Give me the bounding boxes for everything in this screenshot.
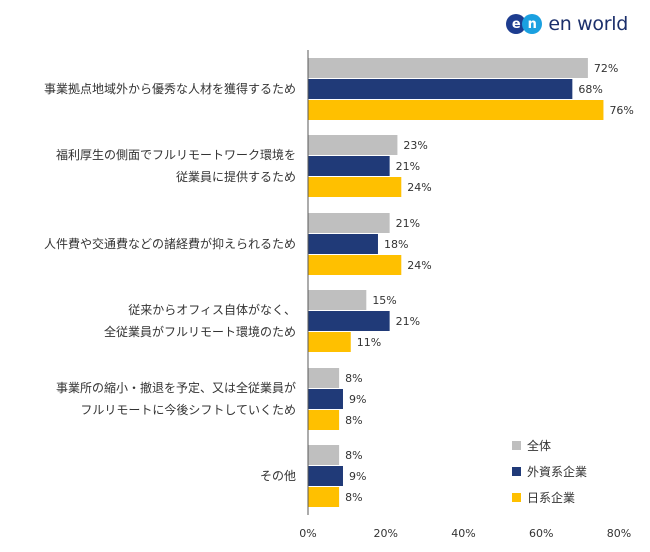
bar-value-label: 11%: [357, 336, 381, 349]
bar-value-label: 9%: [349, 393, 366, 406]
bar-value-label: 21%: [396, 217, 420, 230]
bar: [308, 255, 402, 275]
logo-letter-n: n: [522, 14, 543, 34]
bar: [308, 332, 351, 352]
en-world-logo: e n en world: [506, 10, 628, 38]
bar-value-label: 8%: [345, 414, 362, 427]
x-tick-label: 0%: [299, 527, 316, 540]
bar: [308, 487, 340, 507]
legend-label: 外資系企業: [527, 464, 587, 479]
bar: [308, 79, 573, 99]
bar-value-label: 68%: [578, 83, 602, 96]
bar-value-label: 24%: [407, 181, 431, 194]
bar-value-label: 21%: [396, 160, 420, 173]
bar-value-label: 21%: [396, 315, 420, 328]
logo-letter-e: e: [506, 14, 527, 34]
category-label: 事業所の縮小・撤退を予定、又は全従業員が: [56, 380, 296, 395]
bar: [308, 311, 390, 331]
category-label: 福利厚生の側面でフルリモートワーク環境を: [56, 147, 296, 162]
bar-value-label: 24%: [407, 259, 431, 272]
x-tick-label: 80%: [607, 527, 631, 540]
category-label: 人件費や交通費などの諸経費が抑えられるため: [44, 236, 296, 251]
category-label: フルリモートに今後シフトしていくため: [80, 402, 296, 417]
bar-value-label: 72%: [594, 62, 618, 75]
bar-value-label: 18%: [384, 238, 408, 251]
category-label: 従来からオフィス自体がなく、: [128, 302, 296, 317]
en-logo-mark: e n: [506, 12, 546, 36]
category-label: 従業員に提供するため: [176, 169, 296, 184]
bar: [308, 389, 343, 409]
bar: [308, 290, 367, 310]
bar: [308, 368, 340, 388]
bar: [308, 445, 340, 465]
bar: [308, 156, 390, 176]
bar: [308, 234, 378, 254]
bar: [308, 58, 588, 78]
bar-value-label: 8%: [345, 372, 362, 385]
x-tick-label: 40%: [451, 527, 475, 540]
bar-value-label: 15%: [372, 294, 396, 307]
category-label: その他: [260, 469, 296, 483]
category-label: 事業拠点地域外から優秀な人材を獲得するため: [44, 81, 296, 96]
bar: [308, 410, 340, 430]
logo-wordmark: en world: [548, 13, 628, 35]
legend-swatch: [512, 493, 521, 502]
bar: [308, 177, 402, 197]
bar-value-label: 9%: [349, 470, 366, 483]
category-label: 全従業員がフルリモート環境のため: [104, 324, 296, 339]
legend-swatch: [512, 467, 521, 476]
x-tick-label: 60%: [529, 527, 553, 540]
bar: [308, 100, 604, 120]
bar: [308, 213, 390, 233]
legend-label: 全体: [527, 438, 551, 453]
legend-label: 日系企業: [527, 490, 575, 505]
x-tick-label: 20%: [374, 527, 398, 540]
bar: [308, 135, 398, 155]
bar-value-label: 76%: [609, 104, 633, 117]
bar: [308, 466, 343, 486]
bar-value-label: 8%: [345, 449, 362, 462]
legend-swatch: [512, 441, 521, 450]
bar-value-label: 23%: [403, 139, 427, 152]
bar-value-label: 8%: [345, 491, 362, 504]
